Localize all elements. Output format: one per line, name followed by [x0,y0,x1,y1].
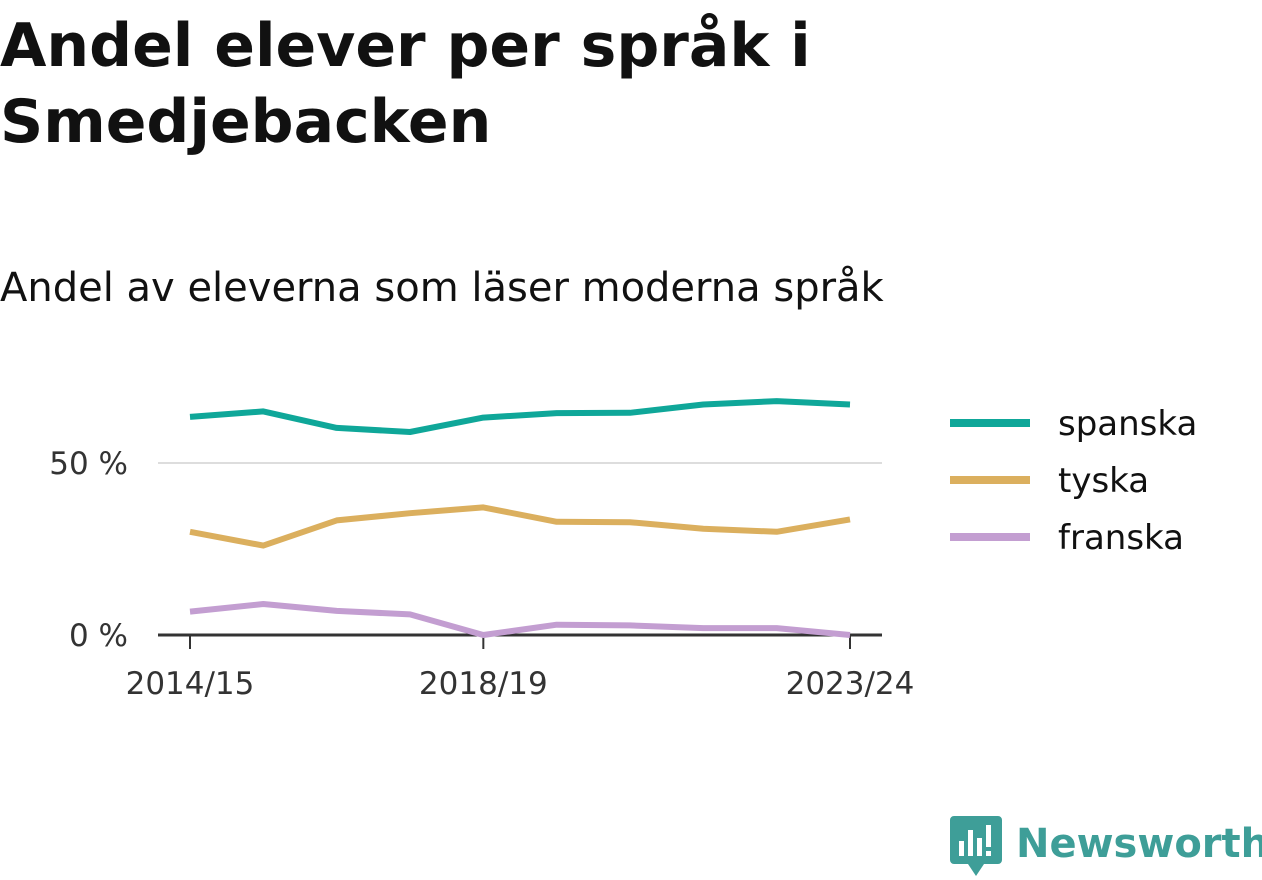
x-tick-label: 2014/15 [126,666,255,702]
legend-label-franska: franska [1058,518,1184,558]
series-lines [189,398,851,638]
newsworthy-logo-icon [950,816,1002,876]
brand-name: Newsworthy [1016,821,1262,867]
legend-label-tyska: tyska [1058,461,1149,501]
chart-subtitle: Andel av eleverna som läser moderna språ… [0,265,884,311]
newsworthy-brand: Newsworthy [950,816,1262,880]
axes: 0 % 50 % 2014/15 2018/19 2023/24 [49,446,914,702]
y-tick-label: 0 % [69,618,128,654]
legend-label-spanska: spanska [1058,404,1197,444]
legend: spanska tyska franska [950,404,1197,558]
y-tick-label: 50 % [49,446,128,482]
x-tick-label: 2023/24 [786,666,915,702]
chart-title: Andel elever per språk i Smedjebacken [0,11,811,157]
series-line-tyska [189,504,851,549]
series-line-franska [189,601,851,638]
series-line-spanska [189,398,851,435]
x-tick-label: 2018/19 [419,666,548,702]
